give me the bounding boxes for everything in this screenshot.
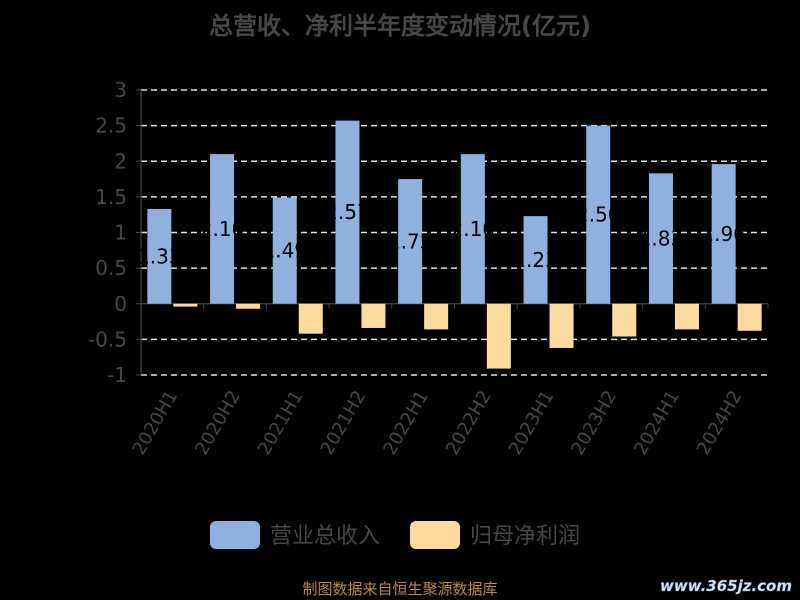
bar-net-profit-2021H2 <box>361 303 386 328</box>
data-label-revenue-2022H1: 1.75 <box>388 229 433 253</box>
x-tick-label: 2022H1 <box>379 387 433 459</box>
x-tick-label: 2020H1 <box>129 387 183 459</box>
bar-net-profit-2023H2 <box>612 303 637 337</box>
bar-revenue-2022H1 <box>398 179 423 304</box>
bar-revenue-2020H1 <box>147 208 172 304</box>
legend-swatch-revenue <box>210 521 260 549</box>
legend-item-revenue[interactable]: 营业总收入 <box>210 521 380 549</box>
bar-revenue-2024H1 <box>648 173 673 304</box>
bar-net-profit-2020H1 <box>173 303 198 307</box>
x-tick-label: 2020H2 <box>191 387 245 459</box>
bar-revenue-2021H2 <box>335 120 360 304</box>
y-tick-label: -1 <box>107 363 127 387</box>
bar-net-profit-2024H1 <box>674 303 699 330</box>
x-tick-label: 2024H2 <box>693 387 747 459</box>
x-tick-label: 2022H2 <box>442 387 496 459</box>
bar-net-profit-2022H1 <box>424 303 449 330</box>
y-tick-label: 1.5 <box>95 185 127 209</box>
bar-net-profit-2022H2 <box>486 303 511 369</box>
x-tick-label: 2021H2 <box>317 387 371 459</box>
bar-revenue-2020H2 <box>210 154 235 304</box>
bar-revenue-2023H1 <box>523 216 548 304</box>
y-tick-label: 1 <box>114 221 127 245</box>
y-tick-label: -0.5 <box>88 327 127 351</box>
data-label-revenue-2024H2: 1.96 <box>701 222 746 246</box>
bar-revenue-2022H2 <box>460 154 485 304</box>
data-label-revenue-2023H2: 2.50 <box>576 203 621 227</box>
bar-net-profit-2020H2 <box>236 303 261 309</box>
bars <box>147 120 762 369</box>
bar-net-profit-2023H1 <box>549 303 574 348</box>
data-label-revenue-2023H1: 1.23 <box>513 248 558 272</box>
axes: 3 2.5 2 1.5 1 0.5 0 -0.5 -1 <box>88 78 769 387</box>
data-label-revenue-2020H1: 1.33 <box>137 244 182 268</box>
x-axis-labels: 2020H1 2020H2 2021H1 2021H2 2022H1 2022H2 2023… <box>129 387 747 459</box>
data-label-revenue-2021H2: 2.57 <box>325 200 370 224</box>
legend-label-revenue: 营业总收入 <box>270 524 380 549</box>
x-tick-label: 2023H1 <box>505 387 559 459</box>
data-label-revenue-2022H2: 2.10 <box>451 217 496 241</box>
y-tick-label: 0.5 <box>95 256 127 280</box>
y-tick-label: 2 <box>114 149 127 173</box>
bar-net-profit-2021H1 <box>298 303 323 334</box>
y-tick-label: 3 <box>114 78 127 102</box>
legend-swatch-net-profit <box>410 521 460 549</box>
data-label-revenue-2020H2: 2.10 <box>200 217 245 241</box>
source-footer: 制图数据来自恒生聚源数据库 <box>302 580 497 598</box>
y-tick-label: 2.5 <box>95 114 127 138</box>
site-watermark: www.365jz.com <box>660 577 792 595</box>
legend-item-net-profit[interactable]: 归母净利润 <box>410 521 580 549</box>
bar-revenue-2021H1 <box>272 197 297 304</box>
chart-title: 总营收、净利半年度变动情况(亿元) <box>209 12 591 40</box>
legend: 营业总收入 归母净利润 <box>210 521 580 549</box>
bar-revenue-2024H2 <box>711 164 736 304</box>
x-tick-label: 2024H1 <box>630 387 684 459</box>
data-label-revenue-2021H1: 1.49 <box>262 239 307 263</box>
bar-revenue-2023H2 <box>586 125 611 304</box>
data-labels: 1.33 2.10 1.49 2.57 1.75 2.10 1.23 2.50 1.83 1.96 <box>137 200 746 272</box>
bar-net-profit-2024H2 <box>737 303 762 331</box>
legend-label-net-profit: 归母净利润 <box>470 524 580 549</box>
y-tick-label: 0 <box>114 292 127 316</box>
x-tick-label: 2021H1 <box>254 387 308 459</box>
gridlines <box>141 89 768 376</box>
x-tick-label: 2023H2 <box>567 387 621 459</box>
data-label-revenue-2024H1: 1.83 <box>639 227 684 251</box>
